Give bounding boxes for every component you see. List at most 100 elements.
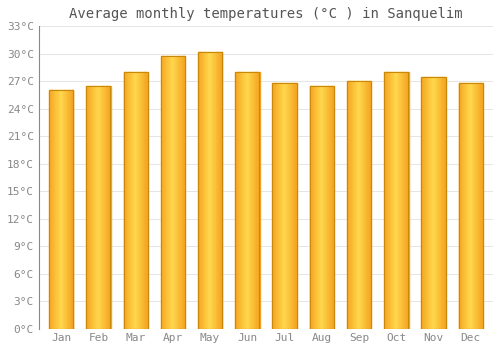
Bar: [272, 83, 296, 329]
Bar: [50, 90, 51, 329]
Bar: [88, 86, 89, 329]
Bar: [368, 81, 369, 329]
Bar: [176, 56, 177, 329]
Bar: [178, 56, 180, 329]
Bar: [279, 83, 280, 329]
Bar: [384, 72, 408, 329]
Bar: [57, 90, 58, 329]
Bar: [168, 56, 169, 329]
Bar: [386, 72, 388, 329]
Bar: [479, 83, 480, 329]
Bar: [431, 77, 432, 329]
Bar: [388, 72, 389, 329]
Bar: [181, 56, 182, 329]
Bar: [49, 90, 50, 329]
Bar: [252, 72, 253, 329]
Bar: [88, 86, 90, 329]
Bar: [477, 83, 478, 329]
Bar: [177, 56, 178, 329]
Bar: [385, 72, 386, 329]
Bar: [236, 72, 237, 329]
Bar: [329, 86, 330, 329]
Bar: [106, 86, 108, 329]
Bar: [464, 83, 466, 329]
Bar: [162, 56, 164, 329]
Bar: [482, 83, 483, 329]
Bar: [172, 56, 173, 329]
Bar: [368, 81, 370, 329]
Bar: [257, 72, 258, 329]
Bar: [200, 52, 202, 329]
Bar: [458, 83, 460, 329]
Bar: [254, 72, 256, 329]
Bar: [436, 77, 437, 329]
Bar: [326, 86, 328, 329]
Bar: [360, 81, 362, 329]
Bar: [402, 72, 404, 329]
Bar: [61, 90, 62, 329]
Bar: [91, 86, 92, 329]
Bar: [71, 90, 72, 329]
Bar: [249, 72, 250, 329]
Bar: [70, 90, 71, 329]
Bar: [462, 83, 463, 329]
Bar: [474, 83, 475, 329]
Bar: [69, 90, 70, 329]
Bar: [219, 52, 220, 329]
Bar: [364, 81, 365, 329]
Bar: [274, 83, 275, 329]
Bar: [90, 86, 92, 329]
Bar: [258, 72, 260, 329]
Bar: [393, 72, 394, 329]
Bar: [404, 72, 406, 329]
Bar: [98, 86, 100, 329]
Bar: [240, 72, 241, 329]
Bar: [460, 83, 461, 329]
Bar: [244, 72, 245, 329]
Bar: [439, 77, 440, 329]
Bar: [384, 72, 385, 329]
Bar: [366, 81, 368, 329]
Bar: [201, 52, 202, 329]
Bar: [164, 56, 165, 329]
Bar: [126, 72, 128, 329]
Bar: [435, 77, 436, 329]
Bar: [160, 56, 162, 329]
Bar: [332, 86, 334, 329]
Bar: [359, 81, 360, 329]
Bar: [400, 72, 402, 329]
Bar: [166, 56, 168, 329]
Bar: [138, 72, 139, 329]
Bar: [203, 52, 204, 329]
Bar: [291, 83, 292, 329]
Bar: [60, 90, 62, 329]
Bar: [280, 83, 281, 329]
Bar: [103, 86, 104, 329]
Bar: [426, 77, 427, 329]
Bar: [356, 81, 358, 329]
Bar: [474, 83, 476, 329]
Bar: [328, 86, 329, 329]
Bar: [333, 86, 334, 329]
Bar: [254, 72, 255, 329]
Bar: [462, 83, 464, 329]
Bar: [347, 81, 348, 329]
Bar: [356, 81, 357, 329]
Bar: [440, 77, 442, 329]
Bar: [275, 83, 276, 329]
Bar: [72, 90, 74, 329]
Bar: [218, 52, 219, 329]
Bar: [355, 81, 356, 329]
Bar: [288, 83, 290, 329]
Bar: [406, 72, 407, 329]
Bar: [245, 72, 246, 329]
Bar: [370, 81, 372, 329]
Bar: [288, 83, 289, 329]
Bar: [65, 90, 66, 329]
Bar: [184, 56, 185, 329]
Bar: [312, 86, 313, 329]
Bar: [325, 86, 326, 329]
Bar: [130, 72, 131, 329]
Bar: [322, 86, 323, 329]
Bar: [473, 83, 474, 329]
